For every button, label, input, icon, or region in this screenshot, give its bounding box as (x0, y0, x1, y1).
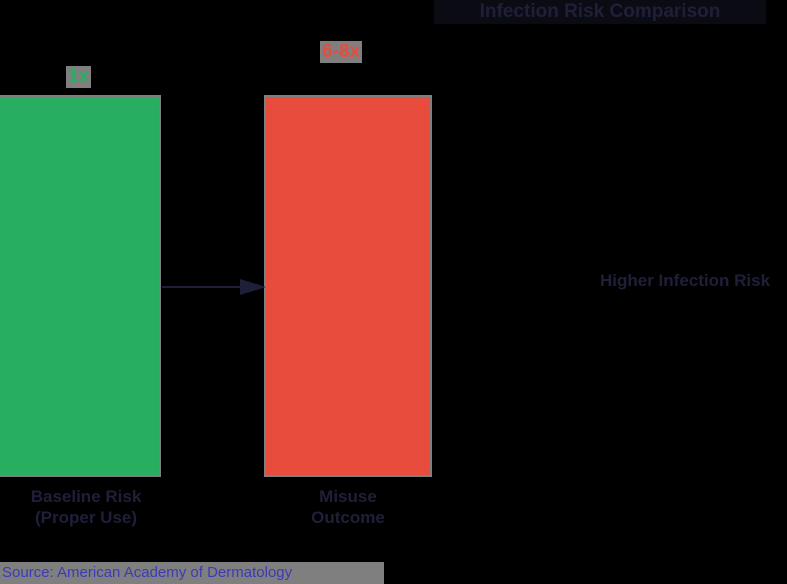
baseline-value-label: 1x (66, 66, 92, 88)
misuse-value-label: 6-8x (320, 41, 363, 63)
baseline-bar (0, 95, 161, 477)
baseline-category-label: Baseline Risk (Proper Use) (0, 486, 172, 528)
misuse-bar (264, 95, 432, 477)
chart-title: Infection Risk Comparison (434, 0, 766, 24)
baseline-label-line2: (Proper Use) (34, 508, 138, 527)
source-caption: Source: American Academy of Dermatology (0, 562, 384, 584)
comparison-arrow-line (162, 286, 262, 288)
arrow-right-icon (240, 279, 266, 295)
annotation-label: Higher Infection Risk (600, 271, 771, 290)
misuse-label-line2: Outcome (311, 508, 385, 527)
misuse-label-line1: Misuse (319, 487, 377, 506)
misuse-category-label: Misuse Outcome (264, 486, 432, 528)
baseline-label-line1: Baseline Risk (30, 487, 142, 506)
